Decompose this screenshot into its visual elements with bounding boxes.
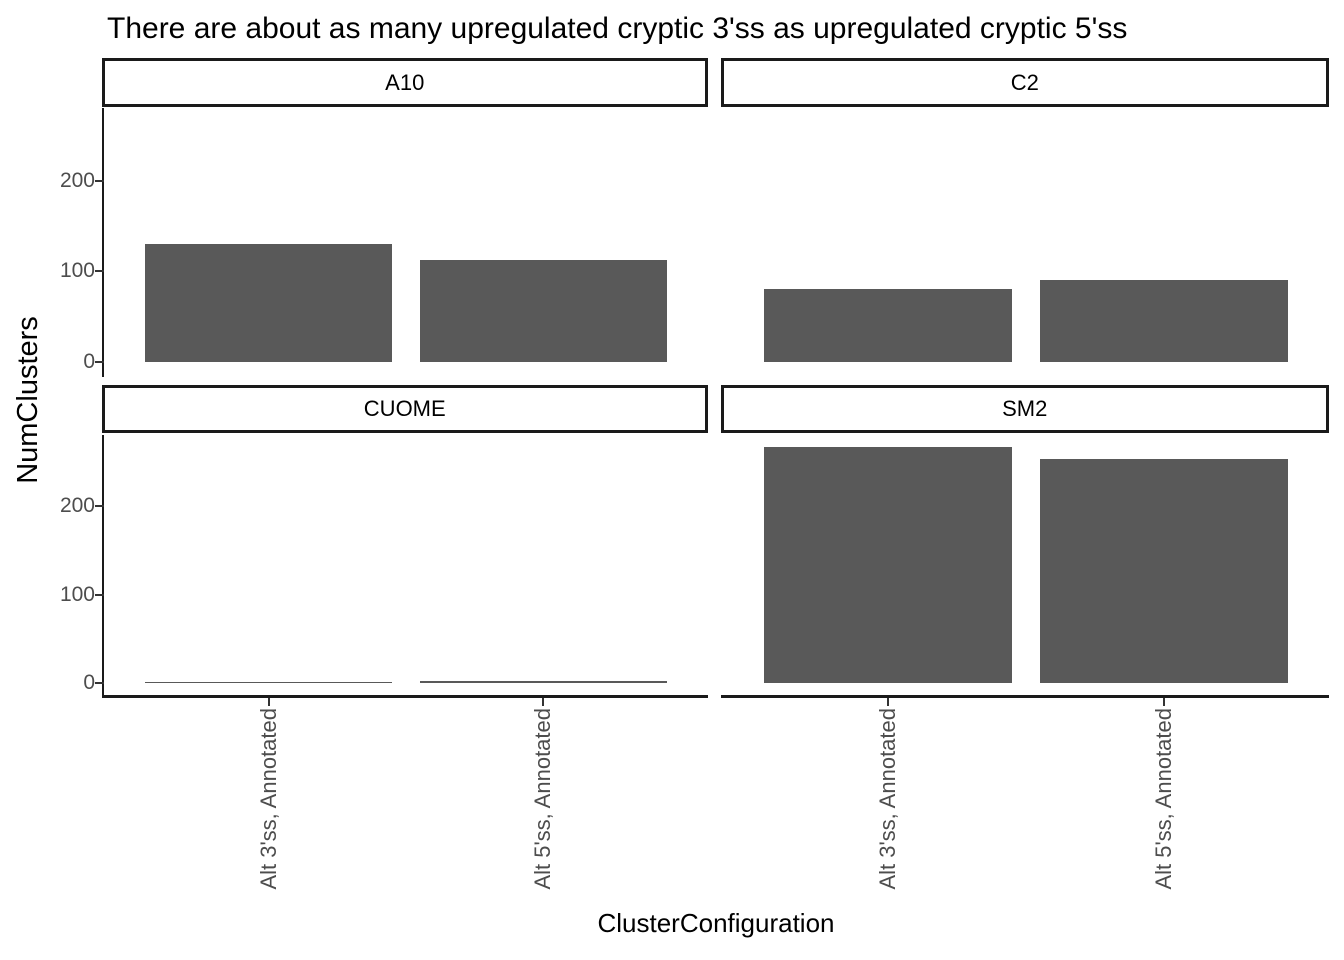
bar <box>419 680 667 684</box>
x-axis-title: ClusterConfiguration <box>597 908 835 938</box>
x-axis-line <box>101 695 708 698</box>
x-tick-label: Alt 5'ss, Annotated <box>1150 708 1176 890</box>
bar <box>1039 280 1288 362</box>
facet-strip: CUOME <box>101 385 708 433</box>
plot-title: There are about as many upregulated cryp… <box>107 12 1128 45</box>
facet-strip: C2 <box>720 58 1329 107</box>
x-tick <box>887 697 890 706</box>
y-tick <box>95 360 104 363</box>
y-tick <box>95 505 104 508</box>
x-tick <box>267 697 270 706</box>
facet-strip: A10 <box>101 58 708 107</box>
facet-strip: SM2 <box>720 385 1329 433</box>
bar <box>764 289 1013 362</box>
x-tick <box>1162 697 1165 706</box>
y-tick <box>95 593 104 596</box>
y-tick <box>95 270 104 273</box>
x-tick <box>542 697 545 706</box>
facet-strip-label: C2 <box>1010 69 1039 95</box>
y-tick-label: 0 <box>83 671 95 695</box>
bar <box>1039 459 1288 684</box>
bar <box>764 446 1013 684</box>
x-tick-label: Alt 3'ss, Annotated <box>255 708 281 890</box>
facet-strip-label: A10 <box>385 69 425 95</box>
x-tick-label: Alt 3'ss, Annotated <box>875 708 901 890</box>
y-axis-line <box>101 108 104 377</box>
y-axis-line <box>101 435 104 698</box>
x-tick-label: Alt 5'ss, Annotated <box>530 708 556 890</box>
facet-strip-label: CUOME <box>363 396 446 421</box>
bar <box>145 244 393 362</box>
y-tick <box>95 682 104 685</box>
bar <box>419 259 667 362</box>
bar <box>145 682 393 684</box>
y-tick <box>95 179 104 182</box>
y-tick-label: 200 <box>59 168 95 192</box>
y-tick-label: 100 <box>59 582 95 606</box>
y-tick-label: 100 <box>59 259 95 283</box>
x-axis-line <box>720 695 1329 698</box>
y-tick-label: 0 <box>83 349 95 373</box>
facet-strip-label: SM2 <box>1002 396 1048 421</box>
y-tick-label: 200 <box>59 494 95 518</box>
